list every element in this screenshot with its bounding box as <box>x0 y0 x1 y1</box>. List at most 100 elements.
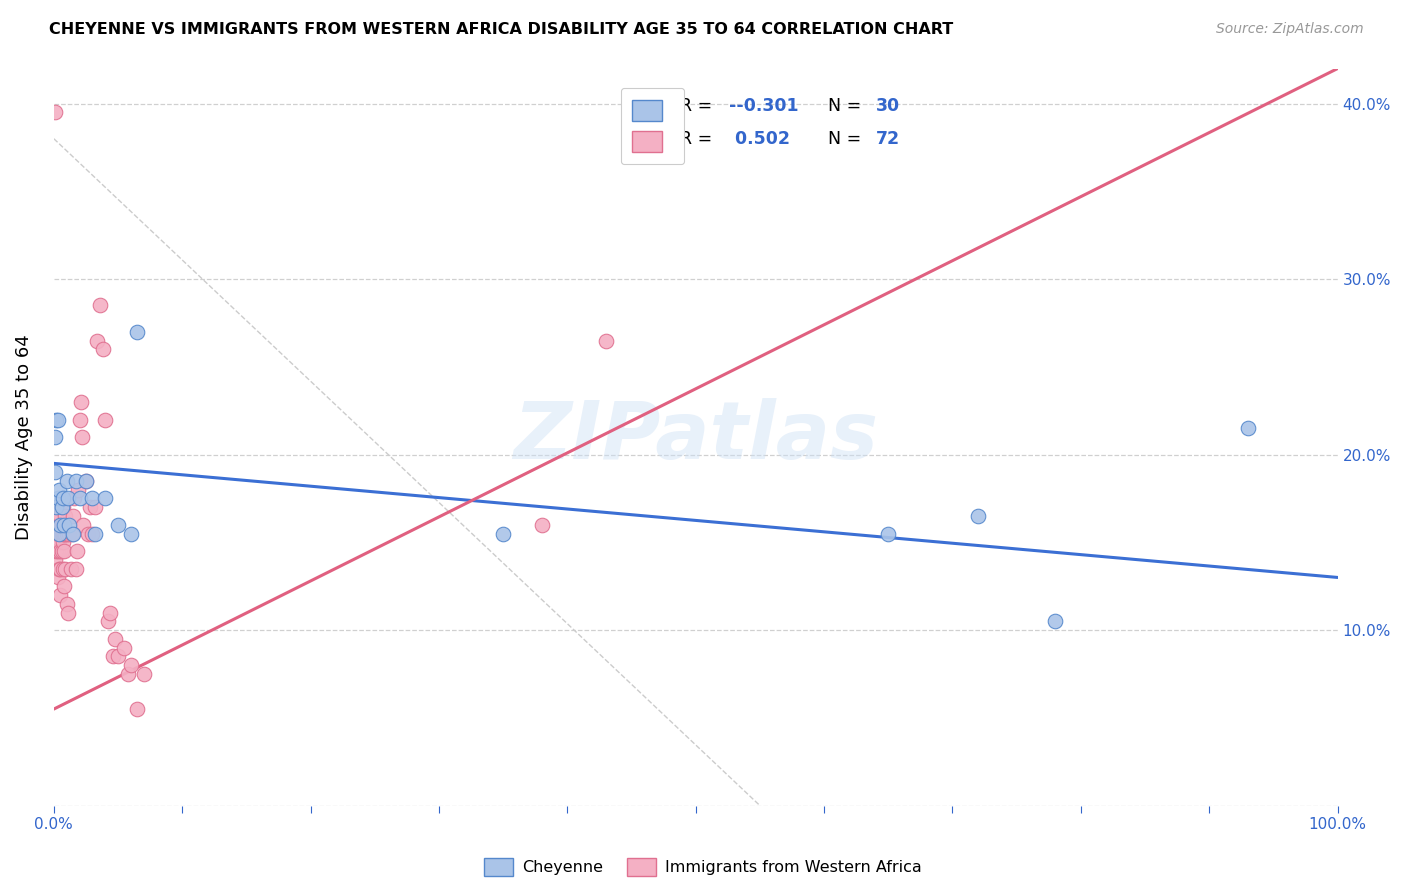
Point <box>48 535 70 549</box>
Point <box>49 588 72 602</box>
Point <box>48 526 70 541</box>
Point <box>53 544 76 558</box>
Text: CHEYENNE VS IMMIGRANTS FROM WESTERN AFRICA DISABILITY AGE 35 TO 64 CORRELATION C: CHEYENNE VS IMMIGRANTS FROM WESTERN AFRI… <box>49 22 953 37</box>
Point <box>530 517 553 532</box>
Point <box>79 500 101 515</box>
Point <box>107 517 129 532</box>
Point <box>45 526 67 541</box>
Point <box>45 412 67 426</box>
Text: 72: 72 <box>876 130 900 148</box>
Point <box>132 667 155 681</box>
Point <box>65 562 87 576</box>
Point <box>120 526 142 541</box>
Point <box>877 526 900 541</box>
Point <box>1236 421 1258 435</box>
Point <box>53 579 76 593</box>
Point <box>51 544 73 558</box>
Point <box>1043 615 1066 629</box>
Point <box>120 658 142 673</box>
Point <box>46 544 69 558</box>
Point <box>967 509 990 524</box>
Point <box>91 343 114 357</box>
Point <box>595 334 617 348</box>
Point <box>48 562 70 576</box>
Point <box>58 526 80 541</box>
Point <box>55 526 77 541</box>
Point <box>44 105 66 120</box>
Point <box>58 517 80 532</box>
Point <box>46 526 69 541</box>
Point <box>62 509 84 524</box>
Point <box>46 517 69 532</box>
Point <box>52 562 75 576</box>
Point <box>45 509 67 524</box>
Point <box>63 491 86 506</box>
Point <box>46 570 69 584</box>
Point <box>114 640 136 655</box>
Point <box>60 526 83 541</box>
Point <box>53 517 76 532</box>
Point <box>52 526 75 541</box>
Point <box>127 702 149 716</box>
Point <box>55 509 77 524</box>
Point <box>127 325 149 339</box>
Point <box>117 667 139 681</box>
Point <box>49 509 72 524</box>
Point <box>55 597 77 611</box>
Point <box>44 553 66 567</box>
Text: 0.502: 0.502 <box>730 130 790 148</box>
Text: R =: R = <box>681 96 718 114</box>
Point <box>44 430 66 444</box>
Point <box>101 649 124 664</box>
Point <box>53 526 76 541</box>
Point <box>84 500 107 515</box>
Point <box>107 649 129 664</box>
Point <box>84 526 107 541</box>
Point <box>46 412 69 426</box>
Point <box>75 474 97 488</box>
Text: R =: R = <box>681 130 718 148</box>
Point <box>94 412 117 426</box>
Point <box>46 491 69 506</box>
Point <box>65 474 87 488</box>
Text: --0.301: --0.301 <box>730 96 799 114</box>
Point <box>45 517 67 532</box>
Point <box>49 544 72 558</box>
Y-axis label: Disability Age 35 to 64: Disability Age 35 to 64 <box>15 334 32 540</box>
Point <box>44 465 66 479</box>
Text: Source: ZipAtlas.com: Source: ZipAtlas.com <box>1216 22 1364 37</box>
Point <box>51 500 73 515</box>
Point <box>55 474 77 488</box>
Point <box>69 395 91 409</box>
Point <box>52 535 75 549</box>
Point <box>67 483 90 497</box>
Point <box>49 562 72 576</box>
Point <box>48 517 70 532</box>
Point <box>48 526 70 541</box>
Point <box>56 491 79 506</box>
Point <box>55 526 77 541</box>
Point <box>82 491 104 506</box>
Point <box>52 500 75 515</box>
Legend: , : , <box>620 88 683 164</box>
Point <box>48 483 70 497</box>
Point <box>72 517 94 532</box>
Point <box>55 562 77 576</box>
Text: N =: N = <box>828 130 866 148</box>
Text: 30: 30 <box>876 96 900 114</box>
Point <box>66 544 89 558</box>
Point <box>45 500 67 515</box>
Legend: Cheyenne, Immigrants from Western Africa: Cheyenne, Immigrants from Western Africa <box>475 849 931 884</box>
Point <box>89 298 111 312</box>
Point <box>51 500 73 515</box>
Point <box>59 562 82 576</box>
Point <box>62 526 84 541</box>
Point <box>49 517 72 532</box>
Point <box>94 491 117 506</box>
Point <box>51 517 73 532</box>
Point <box>46 509 69 524</box>
Point <box>52 491 75 506</box>
Point <box>98 606 121 620</box>
Point <box>77 526 100 541</box>
Text: N =: N = <box>828 96 866 114</box>
